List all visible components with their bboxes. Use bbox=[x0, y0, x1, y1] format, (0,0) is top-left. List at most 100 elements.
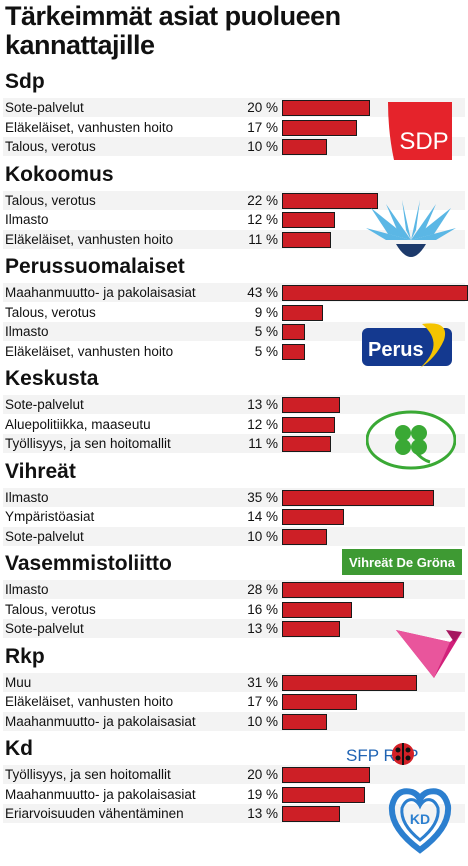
value-label: 10 % bbox=[247, 528, 278, 544]
data-row: Ilmasto 35 % bbox=[3, 487, 465, 507]
perussuomalaiset-logo: Perus bbox=[362, 323, 452, 368]
data-row: Ilmasto 5 % bbox=[3, 322, 465, 341]
value-label: 22 % bbox=[247, 192, 278, 208]
data-row: Talous, verotus 16 % bbox=[3, 600, 465, 619]
vihreat-logo-text: Vihreät De Gröna bbox=[349, 555, 456, 570]
row-label: Eläkeläiset, vanhusten hoito bbox=[5, 694, 174, 709]
row-label: Työllisyys, ja sen hoitomallit bbox=[5, 436, 171, 451]
data-row: Eläkeläiset, vanhusten hoito 17 % bbox=[3, 118, 465, 137]
value-bar bbox=[283, 344, 304, 359]
row-label: Maahanmuutto- ja pakolaisasiat bbox=[5, 713, 196, 729]
value-label: 12 % bbox=[247, 416, 278, 432]
value-bar bbox=[283, 695, 356, 709]
data-row: Sote-palvelut 13 % bbox=[3, 619, 465, 638]
kokoomus-cornflower-logo bbox=[366, 200, 456, 257]
party-title-keskusta: Keskusta bbox=[5, 367, 99, 390]
party-title-kokoomus: Kokoomus bbox=[5, 162, 114, 186]
row-label: Talous, verotus bbox=[5, 601, 96, 617]
data-row: Ilmasto 28 % bbox=[3, 580, 465, 599]
row-label: Työllisyys, ja sen hoitomallit bbox=[5, 767, 171, 782]
data-row: Maahanmuutto- ja pakolaisasiat 19 % bbox=[3, 785, 465, 804]
data-row: Aluepolitiikka, maaseutu 12 % bbox=[3, 415, 465, 434]
row-label: Sote-palvelut bbox=[5, 528, 84, 544]
row-label: Eläkeläiset, vanhusten hoito bbox=[5, 231, 174, 247]
row-label: Eriarvoisuuden vähentäminen bbox=[5, 806, 184, 821]
value-bar bbox=[283, 529, 326, 544]
sdp-logo-text: SDP bbox=[399, 128, 448, 155]
value-bar bbox=[283, 490, 433, 505]
data-row: Eläkeläiset, vanhusten hoito 17 % bbox=[3, 692, 465, 711]
value-label: 14 % bbox=[247, 509, 278, 524]
row-label: Ilmasto bbox=[5, 582, 49, 597]
value-label: 17 % bbox=[247, 694, 278, 709]
value-label: 31 % bbox=[247, 674, 278, 690]
value-label: 19 % bbox=[247, 786, 278, 802]
data-row: Talous, verotus 22 % bbox=[3, 190, 465, 210]
value-bar bbox=[283, 510, 343, 524]
party-title-perussuomalaiset: Perussuomalaiset bbox=[5, 255, 185, 278]
row-label: Sote-palvelut bbox=[5, 397, 84, 412]
value-label: 13 % bbox=[247, 397, 278, 412]
row-label: Talous, verotus bbox=[5, 192, 96, 208]
data-row: Eläkeläiset, vanhusten hoito 11 % bbox=[3, 229, 465, 249]
data-row: Talous, verotus 9 % bbox=[3, 303, 465, 322]
data-row: Eriarvoisuuden vähentäminen 13 % bbox=[3, 804, 465, 823]
row-label: Eläkeläiset, vanhusten hoito bbox=[5, 119, 174, 135]
value-label: 13 % bbox=[247, 621, 278, 636]
value-label: 10 % bbox=[247, 713, 278, 729]
kd-heart-logo: KD bbox=[388, 788, 452, 854]
value-label: 10 % bbox=[247, 139, 278, 154]
data-row: Ilmasto 12 % bbox=[3, 210, 465, 229]
value-label: 28 % bbox=[247, 582, 278, 597]
keskusta-clover-logo bbox=[366, 410, 456, 470]
value-label: 5 % bbox=[254, 324, 278, 339]
kd-logo-text: KD bbox=[410, 811, 430, 827]
party-title-rkp: Rkp bbox=[5, 644, 45, 668]
value-bar bbox=[283, 583, 403, 597]
row-label: Talous, verotus bbox=[5, 304, 96, 320]
row-label: Ilmasto bbox=[5, 489, 49, 505]
value-bar bbox=[283, 325, 304, 339]
data-row: Maahanmuutto- ja pakolaisasiat 43 % bbox=[3, 283, 467, 302]
row-label: Aluepolitiikka, maaseutu bbox=[5, 416, 151, 432]
row-label: Maahanmuutto- ja pakolaisasiat bbox=[5, 285, 196, 300]
value-label: 11 % bbox=[248, 231, 278, 247]
value-bar bbox=[283, 213, 334, 227]
row-label: Muu bbox=[5, 674, 32, 690]
vihreat-logo: Vihreät De Gröna bbox=[342, 549, 462, 575]
party-title-kd: Kd bbox=[5, 737, 33, 760]
data-row: Muu 31 % bbox=[3, 672, 465, 692]
value-label: 5 % bbox=[254, 343, 278, 359]
rkp-ladybug-logo: SFP RKP bbox=[346, 743, 418, 765]
value-label: 9 % bbox=[254, 304, 278, 320]
data-row: Sote-palvelut 20 % bbox=[3, 98, 465, 117]
data-row: Ympäristöasiat 14 % bbox=[3, 507, 465, 526]
value-bar bbox=[283, 140, 326, 154]
value-bar bbox=[283, 675, 416, 690]
row-label: Talous, verotus bbox=[5, 139, 96, 154]
value-bar bbox=[283, 622, 339, 636]
value-bar bbox=[283, 286, 467, 300]
value-bar bbox=[283, 417, 334, 432]
vasemmistoliitto-v-logo bbox=[396, 630, 462, 678]
row-label: Ympäristöasiat bbox=[5, 509, 95, 524]
data-row: Sote-palvelut 13 % bbox=[3, 395, 465, 414]
row-label: Maahanmuutto- ja pakolaisasiat bbox=[5, 786, 196, 802]
value-bar bbox=[283, 305, 322, 320]
value-label: 20 % bbox=[247, 767, 278, 782]
party-title-vihreät: Vihreät bbox=[5, 459, 76, 483]
row-label: Ilmasto bbox=[5, 324, 49, 339]
value-bar bbox=[283, 768, 369, 782]
data-row: Työllisyys, ja sen hoitomallit 11 % bbox=[3, 434, 465, 453]
value-bar bbox=[283, 120, 356, 135]
value-bar bbox=[283, 193, 377, 208]
row-label: Eläkeläiset, vanhusten hoito bbox=[5, 343, 174, 359]
data-row: Eläkeläiset, vanhusten hoito 5 % bbox=[3, 342, 465, 361]
value-bar bbox=[283, 787, 364, 802]
value-label: 17 % bbox=[247, 119, 278, 135]
row-label: Sote-palvelut bbox=[5, 100, 84, 115]
data-row: Sote-palvelut 10 % bbox=[3, 526, 465, 546]
value-bar bbox=[283, 714, 326, 729]
value-label: 35 % bbox=[247, 489, 278, 505]
party-title-sdp: Sdp bbox=[5, 70, 45, 93]
